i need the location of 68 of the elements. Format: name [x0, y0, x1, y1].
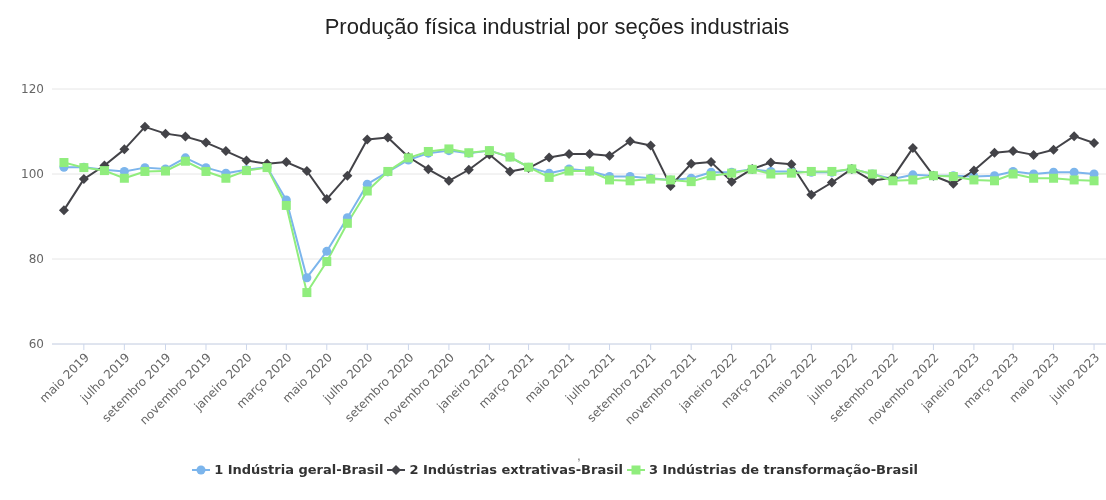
- y-tick-label: 80: [28, 252, 44, 267]
- point: [321, 194, 332, 205]
- point: [504, 166, 515, 177]
- point: [119, 144, 130, 155]
- point: [1028, 149, 1039, 160]
- point: [706, 171, 716, 181]
- point: [989, 176, 999, 186]
- point: [180, 131, 191, 142]
- point: [826, 177, 837, 188]
- point: [322, 246, 332, 256]
- point: [220, 146, 231, 157]
- point: [908, 175, 918, 185]
- y-tick-label: 120: [21, 82, 44, 97]
- point: [78, 174, 89, 185]
- point: [59, 158, 69, 168]
- legend-label: 3 Indústrias de transformação-Brasil: [648, 462, 918, 477]
- point: [1069, 131, 1080, 142]
- point: [200, 137, 211, 148]
- point: [645, 140, 656, 151]
- point: [907, 143, 918, 154]
- point: [302, 273, 312, 283]
- point: [221, 173, 231, 183]
- point: [706, 157, 717, 168]
- point: [806, 189, 817, 200]
- point: [301, 166, 312, 177]
- point: [1069, 175, 1079, 185]
- point: [139, 121, 150, 132]
- chart-title: Produção física industrial por seções industriais: [323, 14, 791, 40]
- point: [322, 257, 332, 267]
- point: [1008, 146, 1019, 157]
- point: [686, 158, 697, 169]
- point: [604, 150, 615, 161]
- point: [786, 159, 797, 170]
- point: [765, 157, 776, 168]
- point: [119, 173, 129, 183]
- x-axis-title: ,: [577, 449, 581, 463]
- point: [342, 170, 353, 181]
- point: [58, 205, 69, 216]
- point: [1048, 144, 1059, 155]
- point: [544, 172, 554, 182]
- point: [160, 128, 171, 139]
- point: [968, 165, 979, 176]
- point: [241, 155, 252, 166]
- point: [989, 147, 1000, 158]
- point: [362, 186, 372, 196]
- point: [584, 149, 595, 160]
- point: [1049, 173, 1059, 183]
- point: [1089, 137, 1100, 148]
- point: [1029, 173, 1039, 183]
- legend-label: 2 Indústrias extrativas-Brasil: [409, 462, 623, 477]
- point: [382, 132, 393, 143]
- point: [302, 288, 312, 298]
- point: [362, 134, 373, 145]
- point: [1089, 176, 1099, 186]
- point: [443, 175, 454, 186]
- point: [544, 152, 555, 163]
- legend-label: 1 Indústria geral-Brasil: [214, 462, 384, 477]
- point: [463, 164, 474, 175]
- point: [342, 218, 352, 228]
- point: [726, 176, 737, 187]
- point: [281, 200, 291, 210]
- point: [423, 164, 434, 175]
- point: [686, 177, 696, 187]
- y-tick-label: 100: [21, 167, 44, 182]
- point: [625, 176, 635, 186]
- y-tick-label: 60: [28, 337, 44, 352]
- point: [625, 136, 636, 147]
- point: [281, 157, 292, 168]
